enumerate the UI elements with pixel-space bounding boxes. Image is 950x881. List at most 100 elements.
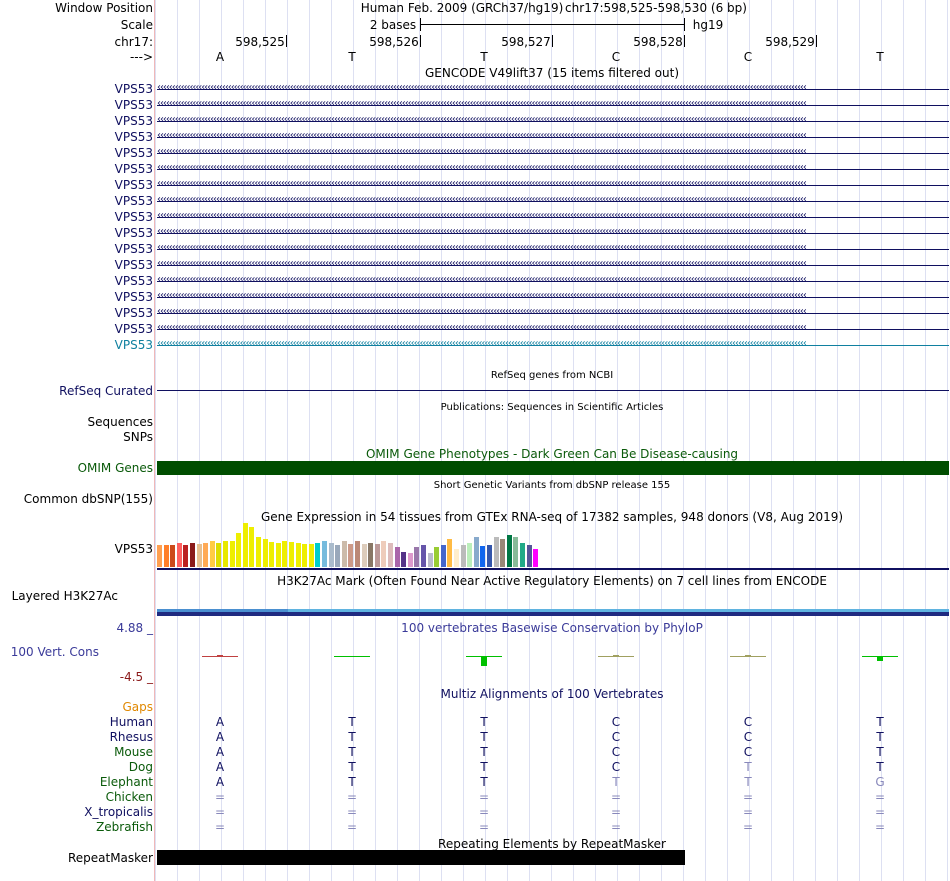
phylop-score-bar[interactable]: [745, 655, 751, 656]
gencode-title[interactable]: GENCODE V49lift37 (15 items filtered out…: [424, 66, 680, 80]
h3k27ac-signal-dark[interactable]: [157, 612, 949, 616]
omim-title[interactable]: OMIM Gene Phenotypes - Dark Green Can Be…: [365, 447, 739, 461]
gencode-transcript-line[interactable]: ‹‹‹‹‹‹‹‹‹‹‹‹‹‹‹‹‹‹‹‹‹‹‹‹‹‹‹‹‹‹‹‹‹‹‹‹‹‹‹‹…: [157, 306, 949, 319]
gtex-tissue-bar[interactable]: [381, 541, 387, 567]
multiz-species-label[interactable]: Rhesus: [109, 730, 153, 744]
h3k27ac-title[interactable]: H3K27Ac Mark (Often Found Near Active Re…: [277, 574, 827, 588]
gtex-tissue-bar[interactable]: [394, 547, 400, 567]
gtex-tissue-bar[interactable]: [170, 545, 176, 567]
phylop-score-bar[interactable]: [217, 655, 223, 656]
phylop-score-line[interactable]: [730, 656, 766, 657]
refseq-title[interactable]: RefSeq genes from NCBI: [490, 370, 614, 381]
repeatmasker-title[interactable]: Repeating Elements by RepeatMasker: [438, 837, 666, 851]
phylop-score-bar[interactable]: [877, 656, 883, 661]
multiz-species-label[interactable]: Elephant: [99, 775, 153, 789]
gtex-tissue-bar[interactable]: [368, 543, 374, 567]
omim-feature-bar[interactable]: [157, 461, 949, 475]
gtex-tissue-bar[interactable]: [355, 541, 360, 567]
gtex-tissue-bar[interactable]: [341, 541, 347, 567]
gtex-tissue-bar[interactable]: [348, 544, 354, 567]
gencode-transcript-line[interactable]: ‹‹‹‹‹‹‹‹‹‹‹‹‹‹‹‹‹‹‹‹‹‹‹‹‹‹‹‹‹‹‹‹‹‹‹‹‹‹‹‹…: [157, 146, 949, 159]
gtex-tissue-bar[interactable]: [500, 539, 506, 567]
multiz-species-label[interactable]: X_tropicalis: [84, 805, 153, 819]
gtex-tissue-bar[interactable]: [203, 543, 209, 567]
gencode-transcript-line[interactable]: ‹‹‹‹‹‹‹‹‹‹‹‹‹‹‹‹‹‹‹‹‹‹‹‹‹‹‹‹‹‹‹‹‹‹‹‹‹‹‹‹…: [157, 290, 949, 303]
gtex-tissue-bar[interactable]: [335, 545, 341, 567]
dbsnp-label[interactable]: Common dbSNP(155): [23, 492, 153, 506]
gencode-transcript-line[interactable]: ‹‹‹‹‹‹‹‹‹‹‹‹‹‹‹‹‹‹‹‹‹‹‹‹‹‹‹‹‹‹‹‹‹‹‹‹‹‹‹‹…: [157, 338, 949, 351]
dbsnp-title[interactable]: Short Genetic Variants from dbSNP releas…: [433, 480, 671, 491]
publications-title[interactable]: Publications: Sequences in Scientific Ar…: [440, 402, 664, 413]
gtex-tissue-bar[interactable]: [308, 544, 314, 567]
phylop-score-bar[interactable]: [349, 656, 355, 657]
refseq-label[interactable]: RefSeq Curated: [59, 384, 153, 398]
gtex-tissue-bar[interactable]: [328, 543, 334, 567]
phylop-score-line[interactable]: [202, 656, 238, 657]
gtex-tissue-bar[interactable]: [183, 545, 189, 567]
gtex-tissue-bar[interactable]: [487, 545, 492, 567]
gencode-gene-label[interactable]: VPS53: [114, 226, 153, 240]
gencode-gene-label[interactable]: VPS53: [114, 210, 153, 224]
gtex-tissue-bar[interactable]: [480, 546, 486, 567]
gtex-tissue-bar[interactable]: [269, 542, 275, 567]
gencode-gene-label[interactable]: VPS53: [114, 274, 153, 288]
gtex-tissue-bar[interactable]: [493, 537, 499, 567]
omim-label[interactable]: OMIM Genes: [77, 461, 153, 475]
gtex-tissue-bar[interactable]: [163, 545, 169, 567]
gencode-transcript-line[interactable]: ‹‹‹‹‹‹‹‹‹‹‹‹‹‹‹‹‹‹‹‹‹‹‹‹‹‹‹‹‹‹‹‹‹‹‹‹‹‹‹‹…: [157, 194, 949, 207]
repeatmasker-label[interactable]: RepeatMasker: [67, 851, 153, 865]
gencode-gene-label[interactable]: VPS53: [114, 178, 153, 192]
gencode-transcript-line[interactable]: ‹‹‹‹‹‹‹‹‹‹‹‹‹‹‹‹‹‹‹‹‹‹‹‹‹‹‹‹‹‹‹‹‹‹‹‹‹‹‹‹…: [157, 226, 949, 239]
gtex-tissue-bar[interactable]: [236, 533, 242, 567]
gtex-tissue-bar[interactable]: [460, 545, 466, 567]
gtex-tissue-bar[interactable]: [176, 543, 182, 567]
gtex-tissue-bar[interactable]: [249, 527, 255, 567]
gtex-title[interactable]: Gene Expression in 54 tissues from GTEx …: [260, 510, 844, 524]
gencode-transcript-line[interactable]: ‹‹‹‹‹‹‹‹‹‹‹‹‹‹‹‹‹‹‹‹‹‹‹‹‹‹‹‹‹‹‹‹‹‹‹‹‹‹‹‹…: [157, 210, 949, 223]
gencode-transcript-line[interactable]: ‹‹‹‹‹‹‹‹‹‹‹‹‹‹‹‹‹‹‹‹‹‹‹‹‹‹‹‹‹‹‹‹‹‹‹‹‹‹‹‹…: [157, 242, 949, 255]
gtex-tissue-bar[interactable]: [427, 553, 433, 567]
gtex-tissue-bar[interactable]: [407, 553, 413, 567]
gtex-tissue-bar[interactable]: [447, 539, 453, 567]
gtex-tissue-bar[interactable]: [196, 544, 202, 567]
gencode-transcript-line[interactable]: ‹‹‹‹‹‹‹‹‹‹‹‹‹‹‹‹‹‹‹‹‹‹‹‹‹‹‹‹‹‹‹‹‹‹‹‹‹‹‹‹…: [157, 114, 949, 127]
gtex-tissue-bar[interactable]: [533, 549, 539, 567]
multiz-species-label[interactable]: Dog: [128, 760, 153, 774]
gencode-gene-label[interactable]: VPS53: [114, 194, 153, 208]
gencode-gene-label[interactable]: VPS53: [114, 130, 153, 144]
gencode-transcript-line[interactable]: ‹‹‹‹‹‹‹‹‹‹‹‹‹‹‹‹‹‹‹‹‹‹‹‹‹‹‹‹‹‹‹‹‹‹‹‹‹‹‹‹…: [157, 98, 949, 111]
gtex-gene-label[interactable]: VPS53: [114, 542, 153, 556]
gencode-gene-label[interactable]: VPS53: [114, 322, 153, 336]
gencode-gene-label[interactable]: VPS53: [114, 242, 153, 256]
gtex-tissue-bar[interactable]: [520, 543, 525, 567]
multiz-species-label[interactable]: Mouse: [114, 745, 153, 759]
gtex-tissue-bar[interactable]: [282, 541, 288, 567]
gencode-gene-label[interactable]: VPS53: [114, 114, 153, 128]
gencode-gene-label[interactable]: VPS53: [114, 306, 153, 320]
gencode-gene-label[interactable]: VPS53: [114, 338, 153, 352]
repeatmasker-bar[interactable]: [157, 850, 685, 865]
gencode-transcript-line[interactable]: ‹‹‹‹‹‹‹‹‹‹‹‹‹‹‹‹‹‹‹‹‹‹‹‹‹‹‹‹‹‹‹‹‹‹‹‹‹‹‹‹…: [157, 258, 949, 271]
refseq-line[interactable]: [157, 390, 949, 391]
gtex-tissue-bar[interactable]: [467, 543, 473, 567]
multiz-species-label[interactable]: Chicken: [105, 790, 153, 804]
gtex-tissue-bar[interactable]: [262, 539, 268, 567]
gtex-tissue-bar[interactable]: [295, 543, 301, 567]
gencode-transcript-line[interactable]: ‹‹‹‹‹‹‹‹‹‹‹‹‹‹‹‹‹‹‹‹‹‹‹‹‹‹‹‹‹‹‹‹‹‹‹‹‹‹‹‹…: [157, 274, 949, 287]
h3k27ac-label[interactable]: Layered H3K27Ac: [11, 589, 118, 603]
gtex-tissue-bar[interactable]: [190, 543, 195, 567]
gtex-tissue-bar[interactable]: [216, 543, 222, 567]
gencode-transcript-line[interactable]: ‹‹‹‹‹‹‹‹‹‹‹‹‹‹‹‹‹‹‹‹‹‹‹‹‹‹‹‹‹‹‹‹‹‹‹‹‹‹‹‹…: [157, 162, 949, 175]
h3k27ac-signal-light[interactable]: [157, 609, 949, 612]
phylop-score-bar[interactable]: [613, 655, 619, 656]
multiz-species-label[interactable]: Zebrafish: [96, 820, 153, 834]
gtex-tissue-bar[interactable]: [440, 545, 446, 567]
gtex-tissue-bar[interactable]: [322, 541, 327, 567]
gencode-transcript-line[interactable]: ‹‹‹‹‹‹‹‹‹‹‹‹‹‹‹‹‹‹‹‹‹‹‹‹‹‹‹‹‹‹‹‹‹‹‹‹‹‹‹‹…: [157, 130, 949, 143]
gtex-tissue-bar[interactable]: [315, 543, 321, 567]
gtex-tissue-bar[interactable]: [454, 549, 459, 567]
gtex-tissue-bar[interactable]: [526, 545, 532, 567]
publications-label[interactable]: Sequences: [87, 415, 153, 429]
multiz-title[interactable]: Multiz Alignments of 100 Vertebrates: [440, 687, 664, 701]
gtex-tissue-bar[interactable]: [434, 547, 440, 567]
